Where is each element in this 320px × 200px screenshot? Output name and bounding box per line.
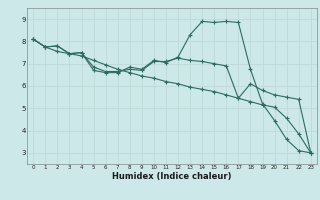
X-axis label: Humidex (Indice chaleur): Humidex (Indice chaleur) [112,172,232,181]
